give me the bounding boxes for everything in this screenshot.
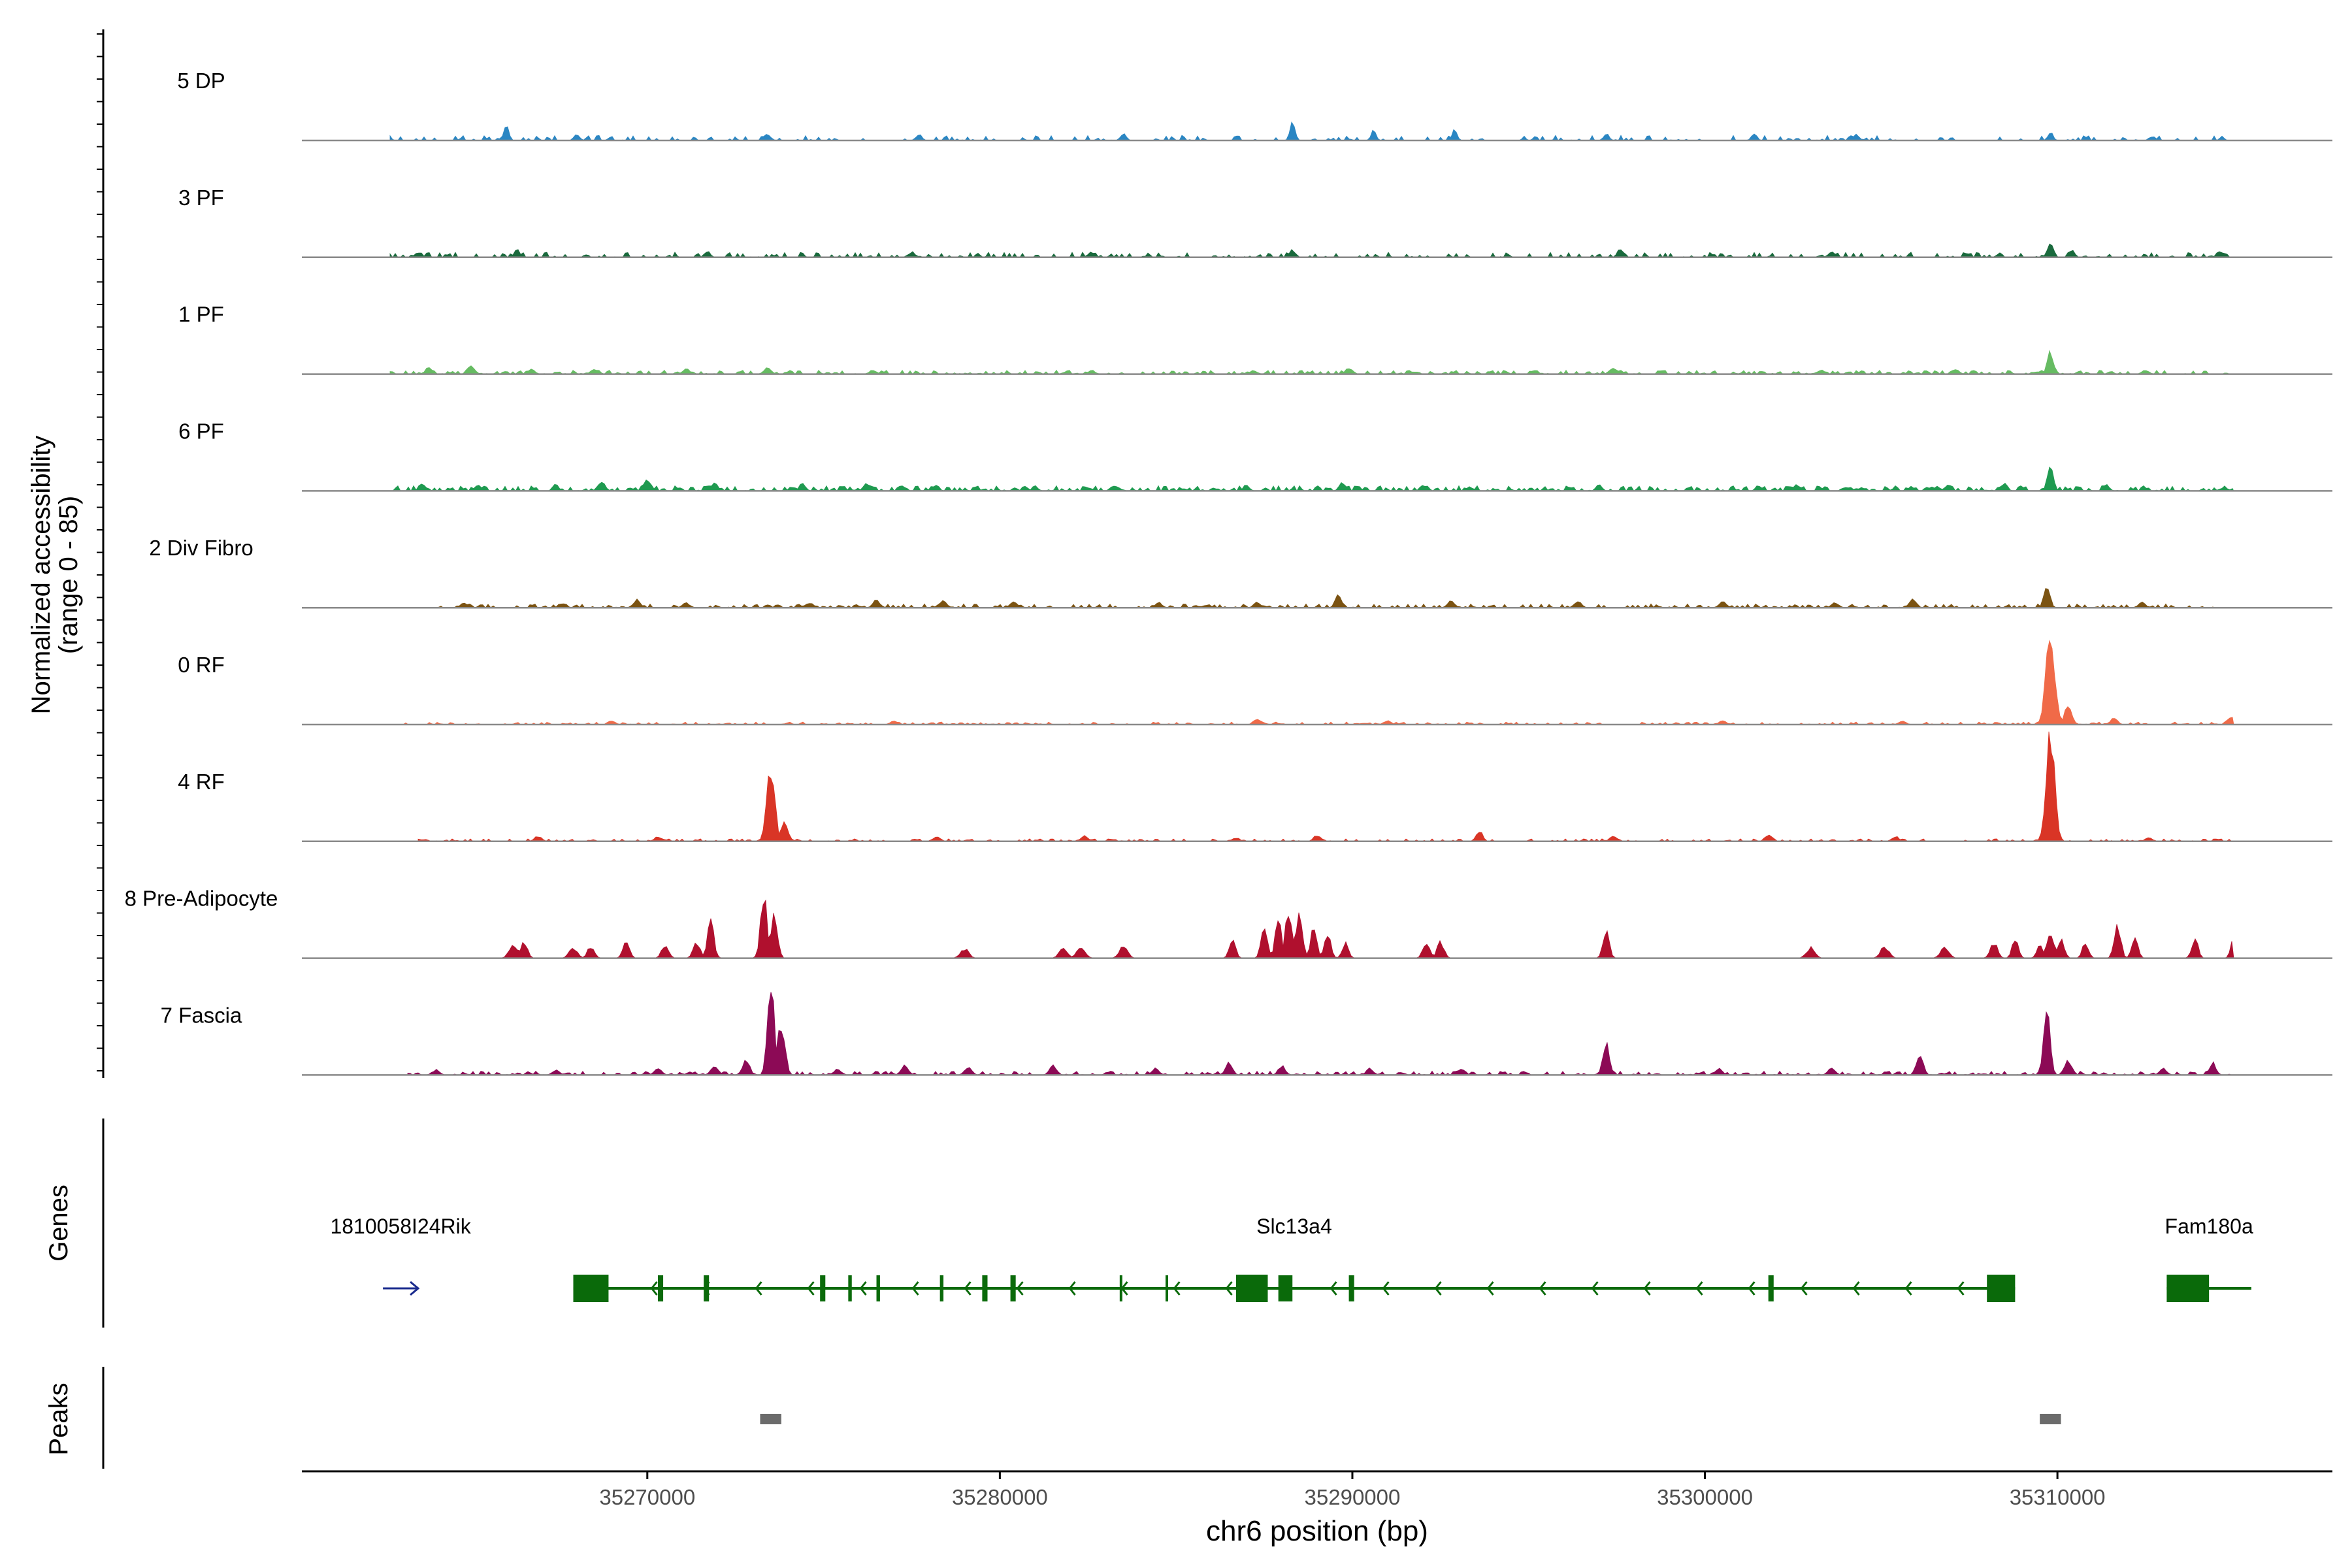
gene-label: Fam180a <box>2165 1215 2253 1238</box>
strand-chevron <box>1068 1281 1076 1296</box>
track-label: 0 RF <box>178 653 225 677</box>
track-3-pf: 3 PF <box>178 186 2332 259</box>
strand-chevron <box>650 1281 658 1296</box>
strand-chevron <box>964 1281 972 1296</box>
x-tick-label: 35300000 <box>1657 1485 1753 1509</box>
strand-chevron <box>1173 1281 1181 1296</box>
strand-chevron <box>755 1281 762 1296</box>
track-label: 3 PF <box>178 186 224 210</box>
x-axis-label: chr6 position (bp) <box>1206 1515 1428 1547</box>
tracks-layer: 5 DP 3 PF 1 PF 6 PF 2 Div Fibro 0 RF 4 RF 8 Pre… <box>125 69 2332 1076</box>
track-0-rf: 0 RF <box>178 640 2332 726</box>
x-tick-label: 35290000 <box>1305 1485 1401 1509</box>
genes-panel-label: Genes <box>44 1184 73 1262</box>
exon <box>1987 1275 2016 1302</box>
track-label: 6 PF <box>178 419 224 443</box>
track-label: 7 Fascia <box>161 1003 242 1027</box>
exon <box>820 1275 826 1301</box>
gene-label: 1810058I24Rik <box>330 1215 471 1238</box>
peak-region <box>2040 1414 2061 1424</box>
track-label: 1 PF <box>178 302 224 327</box>
track-2-div-fibro: 2 Div Fibro <box>149 536 2332 609</box>
strand-chevron <box>1904 1281 1912 1296</box>
gene-fam180a: Fam180a <box>2165 1215 2253 1302</box>
x-tick-label: 35270000 <box>599 1485 695 1509</box>
exon <box>1278 1275 1293 1301</box>
strand-chevron <box>1434 1281 1442 1296</box>
strand-chevron <box>1382 1281 1390 1296</box>
x-axis-ticks: 35270000 35280000 35290000 35300000 35310000 <box>599 1471 2106 1509</box>
gene-slc13a4: Slc13a4 <box>573 1215 2016 1302</box>
y-axis-label-line1: Normalized accessibility <box>27 436 56 715</box>
genes-layer: 1810058I24Rik Slc13a4 Fam180a <box>330 1215 2253 1302</box>
exon <box>1768 1275 1774 1301</box>
exon <box>2166 1275 2210 1302</box>
track-8-pre-adipocyte: 8 Pre-Adipocyte <box>125 887 2332 959</box>
strand-chevron <box>807 1281 815 1296</box>
coverage-area <box>389 350 2234 375</box>
exon <box>1010 1275 1016 1301</box>
strand-chevron <box>859 1281 867 1296</box>
coverage-area <box>417 731 2234 842</box>
exon <box>1165 1275 1168 1301</box>
strand-arrow <box>410 1281 420 1296</box>
track-6-pf: 6 PF <box>178 419 2332 492</box>
strand-chevron <box>1591 1281 1599 1296</box>
strand-chevron <box>1016 1281 1024 1296</box>
track-1-pf: 1 PF <box>178 302 2332 375</box>
coverage-area <box>389 243 2234 258</box>
gene-label: Slc13a4 <box>1256 1215 1332 1238</box>
exon <box>704 1275 710 1301</box>
x-tick-label: 35280000 <box>952 1485 1048 1509</box>
y-axis-ticks <box>97 33 103 1071</box>
strand-chevron <box>1957 1281 1965 1296</box>
track-label: 5 DP <box>177 69 225 93</box>
strand-chevron <box>1539 1281 1546 1296</box>
strand-chevron <box>1225 1281 1233 1296</box>
strand-chevron <box>1695 1281 1703 1296</box>
strand-chevron <box>1748 1281 1756 1296</box>
coverage-area <box>400 640 2234 725</box>
strand-chevron <box>1800 1281 1808 1296</box>
exon <box>982 1275 988 1301</box>
x-tick-label: 35310000 <box>2010 1485 2106 1509</box>
exon <box>573 1275 609 1302</box>
strand-chevron <box>1330 1281 1337 1296</box>
exon <box>1119 1275 1122 1301</box>
coverage-area <box>390 466 2234 492</box>
track-label: 2 Div Fibro <box>149 536 253 560</box>
track-5-dp: 5 DP <box>177 69 2332 142</box>
track-4-rf: 4 RF <box>178 731 2332 843</box>
coverage-area <box>435 588 2216 608</box>
coverage-area <box>498 899 2234 958</box>
exon <box>1348 1275 1354 1301</box>
exon <box>876 1275 880 1301</box>
coverage-area <box>407 992 2234 1076</box>
exon <box>1235 1275 1268 1302</box>
peaks-layer <box>760 1414 2061 1424</box>
strand-chevron <box>1643 1281 1651 1296</box>
coverage-area <box>389 121 2234 141</box>
exon <box>657 1275 664 1301</box>
strand-chevron <box>1486 1281 1494 1296</box>
strand-chevron <box>911 1281 919 1296</box>
track-label: 4 RF <box>178 770 225 794</box>
track-7-fascia: 7 Fascia <box>161 992 2332 1076</box>
gene-1810058i24rik: 1810058I24Rik <box>330 1215 472 1296</box>
peaks-panel-label: Peaks <box>44 1382 73 1455</box>
exon <box>848 1275 852 1301</box>
exon <box>939 1275 944 1301</box>
peak-region <box>760 1414 781 1424</box>
y-axis-label-line2: (range 0 - 85) <box>54 496 83 654</box>
strand-chevron <box>1852 1281 1860 1296</box>
track-label: 8 Pre-Adipocyte <box>125 887 278 911</box>
